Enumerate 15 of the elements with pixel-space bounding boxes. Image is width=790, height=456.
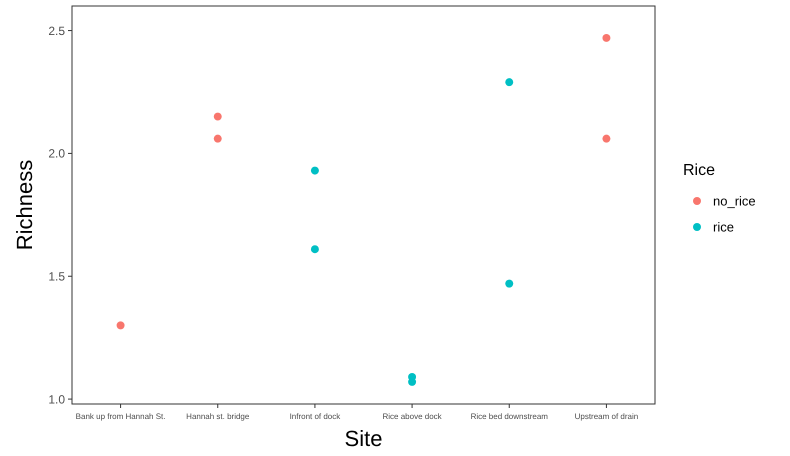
y-tick-label: 1.5 <box>48 269 66 284</box>
y-tick-label: 2.5 <box>48 24 66 38</box>
x-tick-label: Hannah st. bridge <box>186 412 250 421</box>
x-tick-label: Upstream of drain <box>574 412 638 421</box>
y-axis-title: Richness <box>12 160 37 250</box>
x-tick-label: Rice bed downstream <box>470 412 548 421</box>
x-tick-label: Infront of dock <box>290 412 342 421</box>
x-tick-label: Bank up from Hannah St. <box>76 412 166 421</box>
y-tick-label: 2.0 <box>48 146 66 161</box>
x-tick-label: Rice above dock <box>382 412 443 421</box>
y-tick-label: 1.0 <box>48 392 66 406</box>
x-axis-title: Site <box>344 426 382 451</box>
legend-title: Rice <box>683 162 716 179</box>
legend-label: rice <box>713 220 734 235</box>
legend-label: no_rice <box>713 194 756 209</box>
